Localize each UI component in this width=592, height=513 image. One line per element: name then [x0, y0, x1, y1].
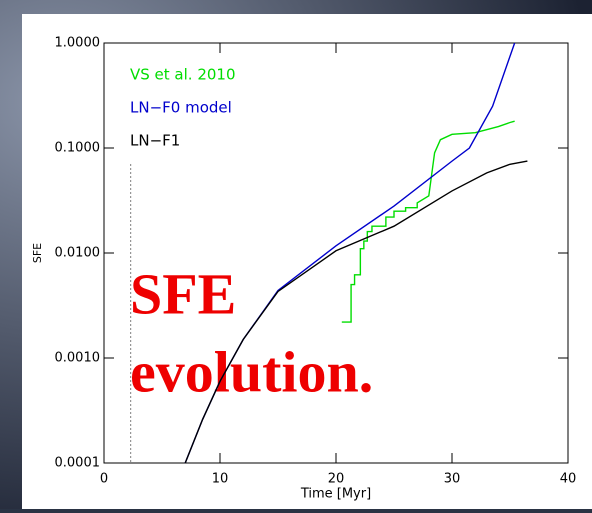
- plot-panel: [22, 14, 592, 509]
- y-tick-label: 0.1000: [55, 141, 101, 156]
- x-tick-label: 0: [100, 472, 108, 487]
- y-tick-label: 0.0100: [55, 246, 101, 261]
- series-line: [341, 120, 515, 323]
- x-tick-label: 20: [328, 472, 345, 487]
- x-tick-label: 40: [560, 472, 577, 487]
- annotation: SFE: [130, 261, 236, 326]
- legend-label: LN−F1: [130, 132, 180, 150]
- legend-label: VS et al. 2010: [130, 66, 236, 84]
- series-line: [184, 160, 528, 463]
- x-axis-label: Time [Myr]: [300, 487, 371, 502]
- y-tick-label: 1.0000: [55, 36, 101, 51]
- y-axis-label: SFE: [31, 243, 44, 263]
- y-tick-label: 0.0001: [55, 456, 101, 471]
- legend-label: LN−F0 model: [130, 99, 232, 117]
- y-tick-label: 0.0010: [55, 351, 101, 366]
- x-tick-label: 10: [212, 472, 229, 487]
- annotation: evolution.: [130, 339, 373, 404]
- x-tick-label: 30: [444, 472, 461, 487]
